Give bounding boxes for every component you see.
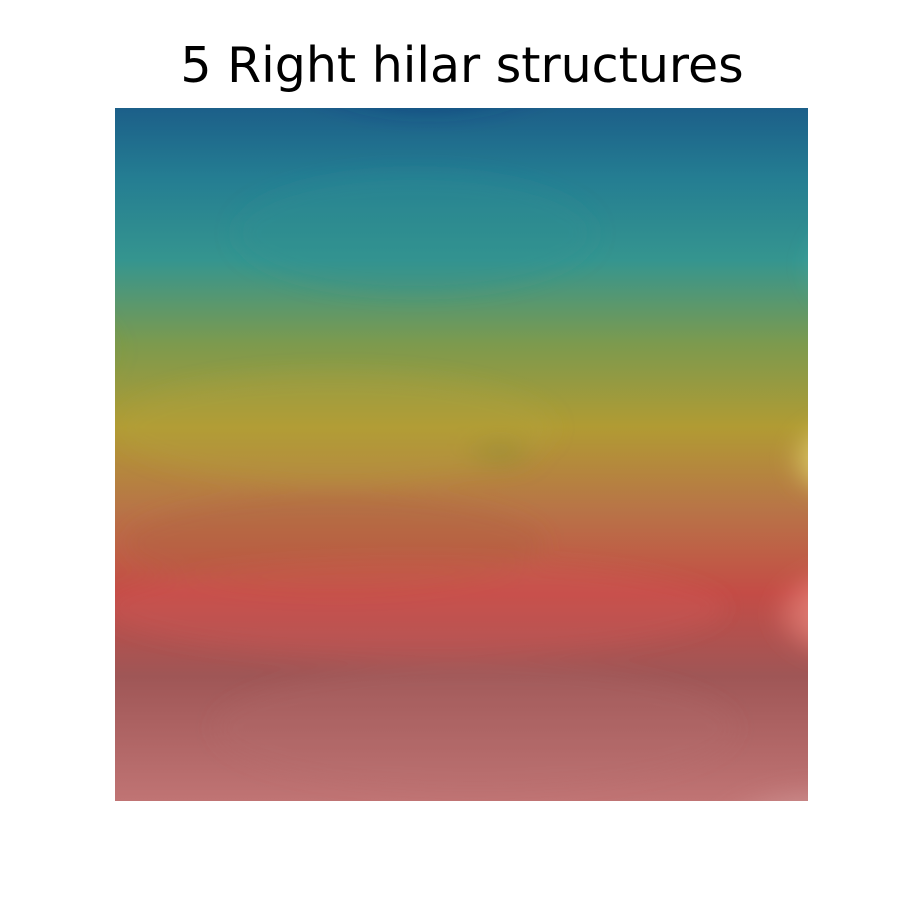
heatmap-image-graphic xyxy=(115,108,808,801)
figure-title: 5 Right hilar structures xyxy=(0,36,900,96)
band-yellow xyxy=(115,373,555,483)
band-teal xyxy=(235,173,595,293)
heatmap-image xyxy=(115,108,808,801)
band-bottom-rose xyxy=(215,666,735,790)
band-red xyxy=(115,560,725,656)
